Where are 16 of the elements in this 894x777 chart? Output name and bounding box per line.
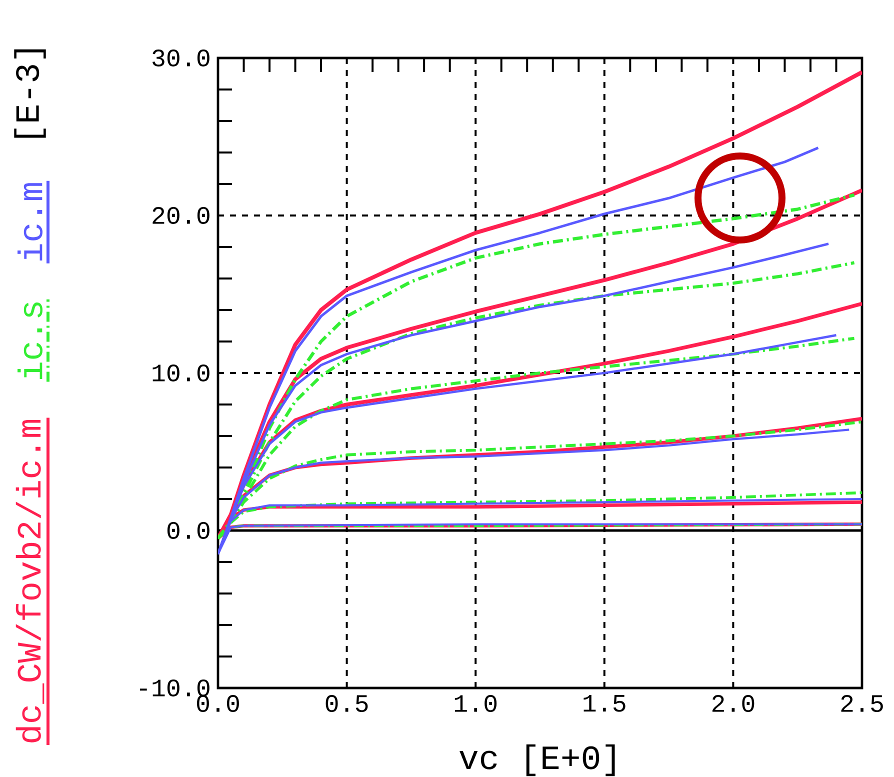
y-axis-title: [E-3]	[14, 49, 46, 138]
x-tick-label: 0.0	[196, 695, 239, 712]
y-tick-label: 10.0	[152, 364, 210, 382]
text: ic.s	[18, 302, 42, 379]
x-tick-label: 0.5	[326, 695, 368, 712]
text: dc_CW/fovb2/ic.m	[16, 420, 44, 742]
x-tick-label: 2.5	[841, 695, 883, 712]
x-tick-label: 2.0	[712, 695, 754, 712]
y-tick-label: 20.0	[152, 207, 210, 224]
y-tick-label: 30.0	[152, 50, 210, 66]
y-tick-label: 0.0	[167, 522, 210, 539]
x-axis-title: vc [E+0]	[460, 744, 615, 776]
text: ic.m	[18, 183, 42, 261]
y-tick-label: -10.0	[140, 680, 210, 696]
x-tick-label: 1.5	[584, 695, 626, 712]
x-tick-label: 1.0	[454, 695, 497, 712]
